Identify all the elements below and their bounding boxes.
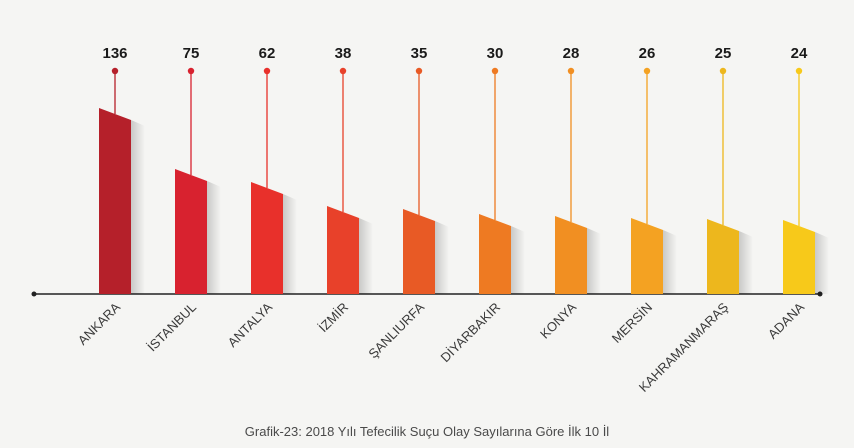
- bar-shadow: [663, 230, 677, 294]
- bar-shadow: [511, 226, 525, 294]
- bar: [707, 219, 739, 294]
- bar-shadow: [815, 232, 829, 294]
- bar-shadow: [739, 231, 753, 294]
- bar: [175, 169, 207, 294]
- bar: [99, 108, 131, 294]
- x-tick-label: İZMİR: [315, 300, 351, 336]
- bar: [783, 220, 815, 294]
- x-tick-label: KONYA: [537, 299, 579, 341]
- data-label: 30: [487, 45, 504, 62]
- data-label: 35: [411, 45, 428, 62]
- data-label: 136: [102, 45, 127, 62]
- bar-shadow: [435, 221, 449, 294]
- data-label: 75: [183, 45, 200, 62]
- data-label: 25: [715, 45, 732, 62]
- bar-shadow: [131, 120, 145, 294]
- x-axis-start-dot: [31, 291, 37, 297]
- data-label: 62: [259, 45, 276, 62]
- bar: [251, 182, 283, 294]
- bar-shadow: [587, 228, 601, 294]
- bar: [479, 214, 511, 294]
- bar-pin-dot: [719, 67, 727, 75]
- bar-pin-dot: [643, 67, 651, 75]
- bar-pin-dot: [263, 67, 271, 75]
- bar-pin-dot: [491, 67, 499, 75]
- bar-shadow: [283, 194, 297, 294]
- x-tick-label: MERSİN: [609, 300, 655, 346]
- bar-pin-dot: [567, 67, 575, 75]
- data-label: 24: [791, 45, 808, 62]
- bar-shadow: [359, 218, 373, 294]
- data-label: 38: [335, 45, 352, 62]
- x-tick-label: DİYARBAKIR: [438, 300, 504, 366]
- x-tick-label: ŞANLIURFA: [365, 299, 427, 361]
- chart-caption: Grafik-23: 2018 Yılı Tefecilik Suçu Olay…: [244, 424, 610, 439]
- data-label: 28: [563, 45, 580, 62]
- data-label: 26: [639, 45, 656, 62]
- bar-chart: 136 ANKARA 75 İSTANBUL 62 ANTALYA 38 İZMİR 35 ŞAN…: [31, 45, 829, 395]
- bar-shadow: [207, 181, 221, 294]
- bar-pin-dot: [339, 67, 347, 75]
- x-tick-label: ANKARA: [75, 299, 124, 348]
- bar-pin-dot: [111, 67, 119, 75]
- bar: [555, 216, 587, 294]
- bar-pin-dot: [187, 67, 195, 75]
- bar-pin-dot: [415, 67, 423, 75]
- bar-pin-dot: [795, 67, 803, 75]
- x-tick-label: İSTANBUL: [144, 300, 199, 355]
- bar: [327, 206, 359, 294]
- bar: [631, 218, 663, 294]
- x-tick-label: ANTALYA: [225, 299, 276, 350]
- bar: [403, 209, 435, 294]
- x-tick-label: ADANA: [765, 299, 808, 342]
